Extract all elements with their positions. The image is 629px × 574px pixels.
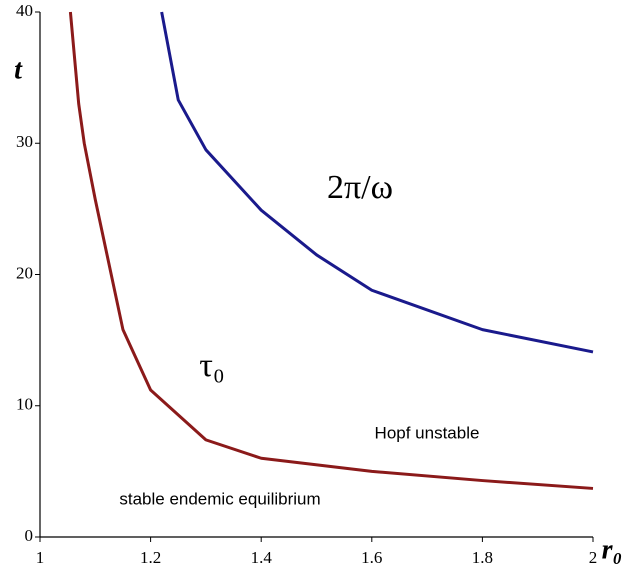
- y-tick-label: 20: [16, 263, 33, 282]
- y-tick-label: 10: [16, 395, 33, 414]
- x-tick-label: 1.4: [251, 548, 273, 567]
- x-axis-title: r₀: [602, 534, 623, 565]
- curve-label: 2π/ω: [327, 169, 393, 206]
- curve-label: τ₀: [199, 347, 225, 384]
- y-tick-label: 30: [16, 132, 33, 151]
- y-axis-title: t: [14, 54, 23, 85]
- x-tick-label: 1: [36, 548, 45, 567]
- x-tick-label: 2: [589, 548, 598, 567]
- x-tick-label: 1.6: [361, 548, 382, 567]
- y-tick-label: 0: [25, 526, 34, 545]
- y-tick-label: 40: [16, 1, 33, 20]
- annotation: Hopf unstable: [375, 423, 480, 442]
- annotation: stable endemic equilibrium: [119, 489, 320, 508]
- x-tick-label: 1.8: [472, 548, 493, 567]
- x-tick-label: 1.2: [140, 548, 161, 567]
- curve: [68, 11, 594, 490]
- curve: [160, 11, 594, 354]
